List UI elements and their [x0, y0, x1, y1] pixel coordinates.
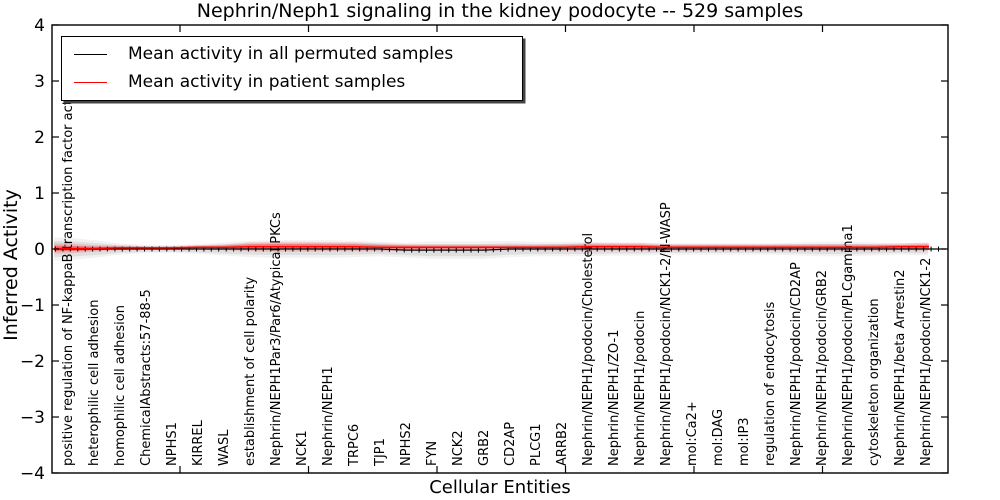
x-tick-label: ARRB2	[555, 422, 570, 466]
y-tick-label: 4	[34, 16, 45, 36]
x-tick-label: ChemicalAbstracts:57-88-5	[139, 289, 154, 466]
x-tick-label: NCK1	[295, 430, 310, 466]
x-tick-label: FYN	[425, 441, 440, 466]
x-tick-label: mol:IP3	[737, 417, 752, 466]
x-tick-label: Nephrin/NEPH1/ZO-1	[607, 330, 622, 466]
band	[54, 237, 928, 261]
y-axis-label: Inferred Activity	[0, 189, 22, 341]
axes: 4 3 2 1 0 −1 −2 −3 −4	[20, 16, 949, 484]
legend-item-permuted: Mean activity in all permuted samples	[62, 40, 522, 68]
x-tick-label: PLCG1	[529, 423, 544, 466]
patient-line-swatch	[74, 81, 107, 83]
legend-item-patient: Mean activity in patient samples	[62, 68, 522, 96]
x-tick-label: Nephrin/NEPH1	[321, 366, 336, 466]
x-tick-label: Nephrin/NEPH1/podocin/Cholesterol	[581, 233, 596, 466]
permuted-line-swatch	[74, 53, 107, 55]
x-tick-label: NPHS2	[399, 422, 414, 466]
y-tick-label: 1	[34, 184, 45, 204]
x-tick-label: Nephrin/NEPH1/podocin/GRB2	[815, 270, 830, 466]
x-tick-label: mol:Ca2+	[685, 401, 700, 466]
x-tick-label: NCK2	[451, 430, 466, 466]
permuted-mean-line	[54, 248, 946, 251]
y-tick-label: −2	[20, 352, 45, 372]
y-tick-label: 3	[34, 72, 45, 92]
band	[54, 241, 928, 257]
y-tick-label: 0	[34, 240, 45, 260]
x-tick-label: Nephrin/NEPH1/podocin/CD2AP	[789, 262, 804, 466]
x-tick-label: Nephrin/NEPH1/beta Arrestin2	[893, 270, 908, 467]
legend: Mean activity in all permuted samples Me…	[61, 36, 523, 101]
x-tick-label: CD2AP	[503, 422, 518, 466]
legend-label-patient: Mean activity in patient samples	[128, 72, 406, 92]
x-tick-label: positive regulation of NF-kappaB transcr…	[61, 72, 76, 466]
y-tick-label: −1	[20, 296, 45, 316]
x-tick-label: mol:DAG	[711, 409, 726, 466]
x-tick-label: Nephrin/NEPH1/podocin/NCK1-2/N-WASP	[659, 202, 674, 466]
x-tick-label: GRB2	[477, 430, 492, 466]
x-tick-label: cytoskeleton organization	[867, 298, 882, 466]
legend-label-permuted: Mean activity in all permuted samples	[128, 44, 454, 64]
chart-title: Nephrin/Neph1 signaling in the kidney po…	[196, 0, 804, 22]
y-tick-label: −4	[20, 464, 45, 484]
x-tick-label: WASL	[217, 429, 232, 466]
y-tick-label: 2	[34, 128, 45, 148]
x-tick-label: Nephrin/NEPH1/podocin/PLCgamma1	[841, 224, 856, 466]
x-axis-label: Cellular Entities	[429, 477, 571, 498]
x-tick-labels: positive regulation of NF-kappaB transcr…	[61, 72, 934, 467]
x-tick-label: establishment of cell polarity	[243, 277, 258, 466]
patient-mean-line	[54, 246, 929, 250]
x-tick-label: NPHS1	[165, 422, 180, 466]
x-tick-label: homophilic cell adhesion	[113, 305, 128, 466]
x-tick-label: Nephrin/NEPH1Par3/Par6/Atypical PKCs	[269, 212, 284, 466]
x-tick-label: Nephrin/NEPH1/podocin/NCK1-2	[919, 258, 934, 466]
y-tick-label: −3	[20, 408, 45, 428]
x-tick-label: Nephrin/NEPH1/podocin	[633, 311, 648, 466]
x-tick-label: KIRREL	[191, 419, 206, 466]
x-tick-label: TJP1	[373, 438, 388, 467]
x-tick-label: TRPC6	[347, 424, 362, 467]
x-tick-label: regulation of endocytosis	[763, 301, 778, 466]
x-tick-label: heterophilic cell adhesion	[87, 300, 102, 467]
